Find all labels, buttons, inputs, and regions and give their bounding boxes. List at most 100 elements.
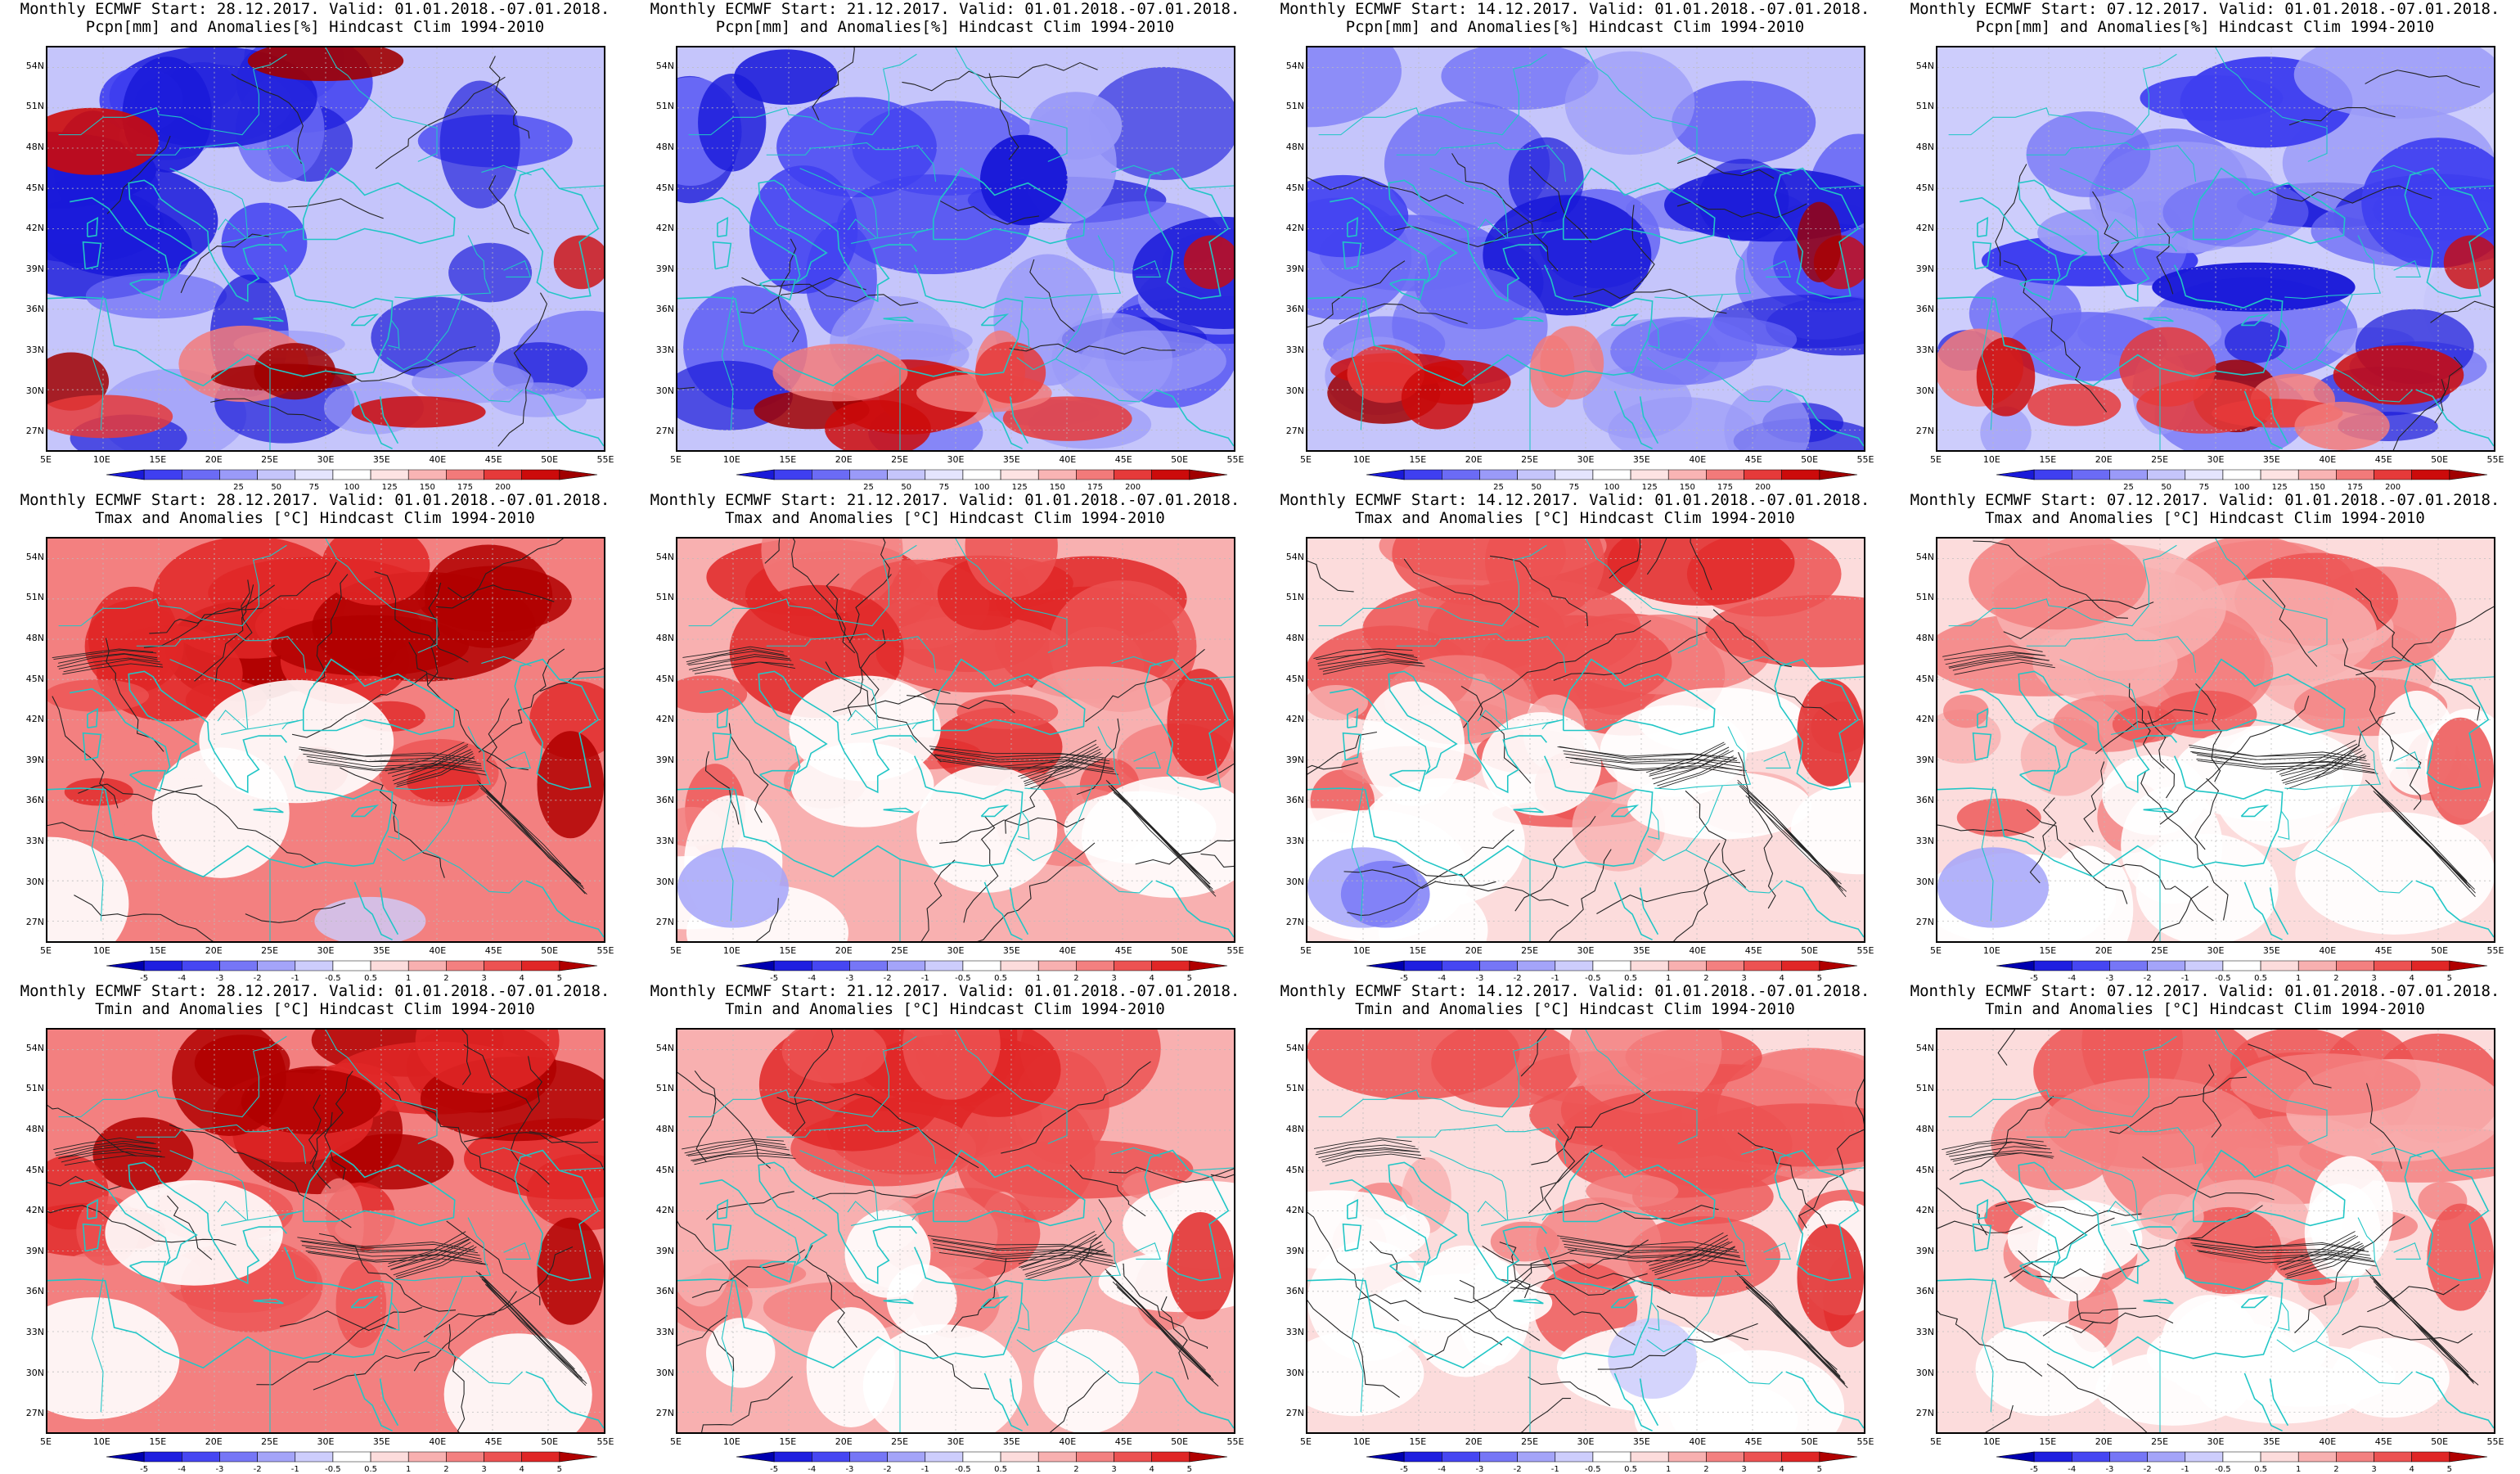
colorbar-segment <box>2297 469 2337 480</box>
lon-tick-label: 30E <box>317 945 335 956</box>
colorbar-segment <box>1114 960 1152 971</box>
colorbar-segment <box>182 960 220 971</box>
colorbar-label: -5 <box>140 1465 149 1474</box>
lon-tick-label: 25E <box>261 945 279 956</box>
colorbar-label: 2 <box>1703 1465 1709 1474</box>
colorbar-segment <box>2297 1451 2337 1463</box>
lon-tick-label: 5E <box>670 1436 682 1447</box>
map-svg <box>47 47 604 450</box>
lon-tick-label: 35E <box>372 454 390 465</box>
colorbar-svg <box>1996 469 2488 480</box>
colorbar-segment <box>1151 960 1190 971</box>
colorbar-segment <box>219 960 258 971</box>
lat-tick-label: 48N <box>1285 142 1304 152</box>
lat-tick-label: 45N <box>1915 1164 1934 1175</box>
lon-tick-label: 25E <box>2151 1436 2169 1447</box>
colorbar-label: -1 <box>2180 974 2189 983</box>
colorbar-segment <box>1706 960 1744 971</box>
colorbar-segment <box>849 960 888 971</box>
colorbar-segment <box>257 1451 296 1463</box>
colorbar-segment <box>370 960 409 971</box>
lat-tick-label: 42N <box>25 223 44 234</box>
colorbar-segment <box>1114 1451 1152 1463</box>
colorbar-segment <box>1819 1451 1858 1463</box>
country-borders <box>1318 1030 1864 1432</box>
colorbar-segment <box>1037 960 1077 971</box>
colorbar-svg <box>106 960 598 971</box>
country-borders <box>58 47 604 450</box>
map-frame <box>1306 46 1865 452</box>
lon-tick-label: 40E <box>1689 454 1707 465</box>
map-svg <box>677 47 1234 450</box>
lon-tick-label: 20E <box>205 454 223 465</box>
colorbar-label: 50 <box>1531 483 1542 492</box>
colorbar-label: -1 <box>1550 974 1559 983</box>
lat-tick-label: 36N <box>25 795 44 806</box>
colorbar-segment <box>332 469 371 480</box>
lat-tick-label: 36N <box>1915 1286 1934 1297</box>
map-frame <box>46 537 605 943</box>
map-frame <box>1936 1028 2495 1434</box>
lon-tick-label: 15E <box>1409 945 1427 956</box>
panel-title-start-valid: Monthly ECMWF Start: 14.12.2017. Valid: … <box>1280 982 1870 1000</box>
colorbar-segment <box>849 469 888 480</box>
lon-tick-label: 20E <box>835 1436 853 1447</box>
lon-tick-label: 50E <box>1171 1436 1189 1447</box>
colorbar-segment <box>1151 1451 1190 1463</box>
coastlines <box>677 167 1234 450</box>
colorbar-label: 0.5 <box>994 1465 1008 1474</box>
colorbar-segment <box>407 1451 447 1463</box>
lat-tick-label: 33N <box>25 345 44 355</box>
lon-tick-label: 5E <box>1930 1436 1942 1447</box>
colorbar-label: -0.5 <box>1585 974 1601 983</box>
colorbar-label: 4 <box>2409 1465 2414 1474</box>
lon-tick-label: 50E <box>1171 454 1189 465</box>
lon-tick-label: 10E <box>722 1436 740 1447</box>
lon-tick-label: 30E <box>947 454 965 465</box>
country-borders <box>1318 47 1864 450</box>
lon-tick-label: 40E <box>1059 454 1077 465</box>
lat-tick-label: 51N <box>1285 1083 1304 1094</box>
panel-title-variable: Tmax and Anomalies [°C] Hindcast Clim 19… <box>1355 509 1795 527</box>
colorbar-segment <box>1479 960 1518 971</box>
lat-tick-label: 45N <box>1285 182 1304 193</box>
map-frame <box>46 46 605 452</box>
lon-tick-label: 15E <box>149 1436 167 1447</box>
lon-tick-label: 20E <box>2095 454 2113 465</box>
panel-title-start-valid: Monthly ECMWF Start: 07.12.2017. Valid: … <box>1910 0 2500 18</box>
colorbar-segment <box>332 960 371 971</box>
colorbar-segment <box>1781 1451 1820 1463</box>
lon-tick-label: 15E <box>779 454 797 465</box>
lon-tick-label: 5E <box>1930 454 1942 465</box>
colorbar-segment <box>2072 1451 2110 1463</box>
colorbar-label: 150 <box>2309 483 2325 492</box>
coastlines <box>1937 167 2494 450</box>
coastlines <box>1937 658 2494 941</box>
lon-tick-label: 55E <box>1856 454 1874 465</box>
colorbar-label: -3 <box>215 974 224 983</box>
lon-tick-label: 50E <box>1801 1436 1819 1447</box>
colorbar-segment <box>1592 469 1631 480</box>
lat-tick-label: 48N <box>655 1124 674 1134</box>
lat-tick-label: 30N <box>1915 385 1934 396</box>
colorbar-svg <box>1366 469 1858 480</box>
colorbar-segment <box>2072 469 2110 480</box>
forecast-panel: Monthly ECMWF Start: 14.12.2017. Valid: … <box>1260 982 1890 1474</box>
map-svg <box>1937 539 2494 941</box>
coastlines <box>1307 658 1864 941</box>
colorbar-segment <box>962 1451 1001 1463</box>
colorbar-segment <box>1442 960 1480 971</box>
contour-lines <box>1307 153 1807 328</box>
coastlines <box>47 1149 604 1432</box>
forecast-panel: Monthly ECMWF Start: 28.12.2017. Valid: … <box>0 0 630 492</box>
lat-tick-label: 33N <box>1285 836 1304 846</box>
lon-tick-label: 40E <box>1689 1436 1707 1447</box>
colorbar-segment <box>2147 469 2186 480</box>
colorbar-label: 2 <box>2333 974 2339 983</box>
colorbar-segment <box>1667 469 1707 480</box>
colorbar-segment <box>812 960 850 971</box>
colorbar <box>106 469 598 480</box>
colorbar-label: -0.5 <box>955 1465 971 1474</box>
lat-tick-label: 51N <box>25 1083 44 1094</box>
lat-tick-label: 36N <box>655 1286 674 1297</box>
